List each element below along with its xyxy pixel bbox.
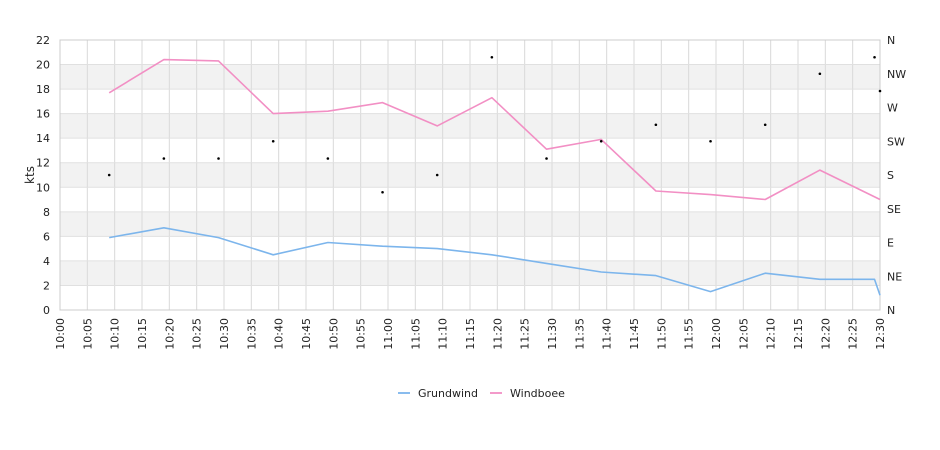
- x-tick-label: 11:45: [628, 318, 641, 350]
- x-tick-label: 10:55: [355, 318, 368, 350]
- x-tick-label: 12:20: [819, 318, 832, 350]
- direction-point: [490, 55, 494, 59]
- y-tick-label: 8: [43, 206, 50, 219]
- direction-points: [107, 55, 882, 194]
- x-tick-label: 11:40: [601, 318, 614, 350]
- direction-point: [326, 157, 330, 160]
- right-tick-label: NE: [887, 270, 902, 283]
- direction-point: [709, 139, 712, 143]
- x-tick-label: 12:30: [874, 318, 887, 350]
- x-tick-label: 11:30: [546, 318, 559, 350]
- right-tick-label: N: [887, 304, 895, 317]
- y-axis-label: kts: [23, 166, 37, 184]
- direction-point: [873, 55, 876, 59]
- y-axis-ticks: 0 2 4 6 8 10 12 14 16 18 20 22: [36, 34, 50, 317]
- right-tick-label: S: [887, 169, 894, 182]
- direction-point: [271, 139, 275, 143]
- x-tick-label: 11:05: [409, 318, 422, 350]
- right-axis-ticks: N NE E SE S SW W NW N: [887, 34, 906, 317]
- x-tick-label: 10:00: [54, 318, 67, 350]
- direction-point: [381, 190, 384, 194]
- x-tick-label: 11:10: [437, 318, 450, 350]
- x-tick-label: 12:05: [737, 318, 750, 350]
- x-tick-label: 12:00: [710, 318, 723, 350]
- x-tick-label: 10:30: [218, 318, 231, 350]
- right-tick-label: N: [887, 34, 895, 47]
- x-tick-label: 10:50: [327, 318, 340, 350]
- direction-point: [107, 173, 111, 177]
- legend-label: Windboee: [510, 387, 565, 400]
- x-tick-label: 10:05: [81, 318, 94, 350]
- direction-point: [217, 157, 220, 160]
- direction-point: [878, 89, 882, 93]
- vertical-gridlines: [59, 40, 881, 310]
- y-tick-label: 22: [36, 34, 50, 47]
- right-tick-label: SW: [887, 135, 905, 148]
- right-tick-label: W: [887, 102, 898, 115]
- x-tick-label: 11:35: [573, 318, 586, 350]
- y-tick-label: 14: [36, 132, 50, 145]
- x-tick-label: 12:15: [792, 318, 805, 350]
- series-line-grundwind: [109, 227, 881, 296]
- x-tick-label: 10:20: [163, 318, 176, 350]
- x-tick-label: 10:45: [300, 318, 313, 350]
- right-tick-label: SE: [887, 203, 901, 216]
- y-tick-label: 10: [36, 181, 50, 194]
- x-tick-label: 10:35: [245, 318, 258, 350]
- direction-point: [545, 157, 548, 160]
- right-tick-label: E: [887, 237, 894, 250]
- direction-point: [599, 139, 603, 143]
- y-tick-label: 20: [36, 59, 50, 72]
- x-tick-label: 12:25: [847, 318, 860, 350]
- direction-point: [162, 157, 166, 160]
- series-layer: [108, 58, 881, 296]
- plot-frame: [59, 39, 881, 311]
- x-tick-label: 11:25: [519, 318, 532, 350]
- direction-point: [654, 123, 658, 127]
- y-tick-label: 12: [36, 157, 50, 170]
- x-tick-label: 10:25: [191, 318, 204, 350]
- series-line-windboee: [108, 58, 881, 201]
- right-tick-label: NW: [887, 68, 906, 81]
- x-tick-label: 11:15: [464, 318, 477, 350]
- direction-point: [763, 123, 767, 127]
- y-tick-label: 4: [43, 255, 50, 268]
- y-tick-label: 2: [43, 279, 50, 292]
- y-tick-label: 6: [43, 230, 50, 243]
- x-tick-label: 11:00: [382, 318, 395, 350]
- y-tick-label: 18: [36, 83, 50, 96]
- x-tick-label: 11:55: [683, 318, 696, 350]
- legend-label: Grundwind: [418, 387, 478, 400]
- direction-point: [818, 72, 822, 76]
- legend-item-grundwind[interactable]: Grundwind: [398, 387, 478, 400]
- x-tick-label: 10:10: [109, 318, 122, 350]
- legend[interactable]: Grundwind Windboee: [398, 387, 565, 400]
- legend-item-windboee[interactable]: Windboee: [490, 387, 565, 400]
- direction-point: [435, 173, 439, 177]
- y-tick-label: 16: [36, 108, 50, 121]
- x-tick-label: 11:50: [655, 318, 668, 350]
- x-axis-ticks: 10:00 10:05 10:10 10:15 10:20 10:25 10:30 10:35…: [54, 318, 887, 350]
- x-tick-label: 12:10: [765, 318, 778, 350]
- x-tick-label: 11:20: [491, 318, 504, 350]
- y-tick-label: 0: [43, 304, 50, 317]
- x-tick-label: 10:15: [136, 318, 149, 350]
- x-tick-label: 10:40: [273, 318, 286, 350]
